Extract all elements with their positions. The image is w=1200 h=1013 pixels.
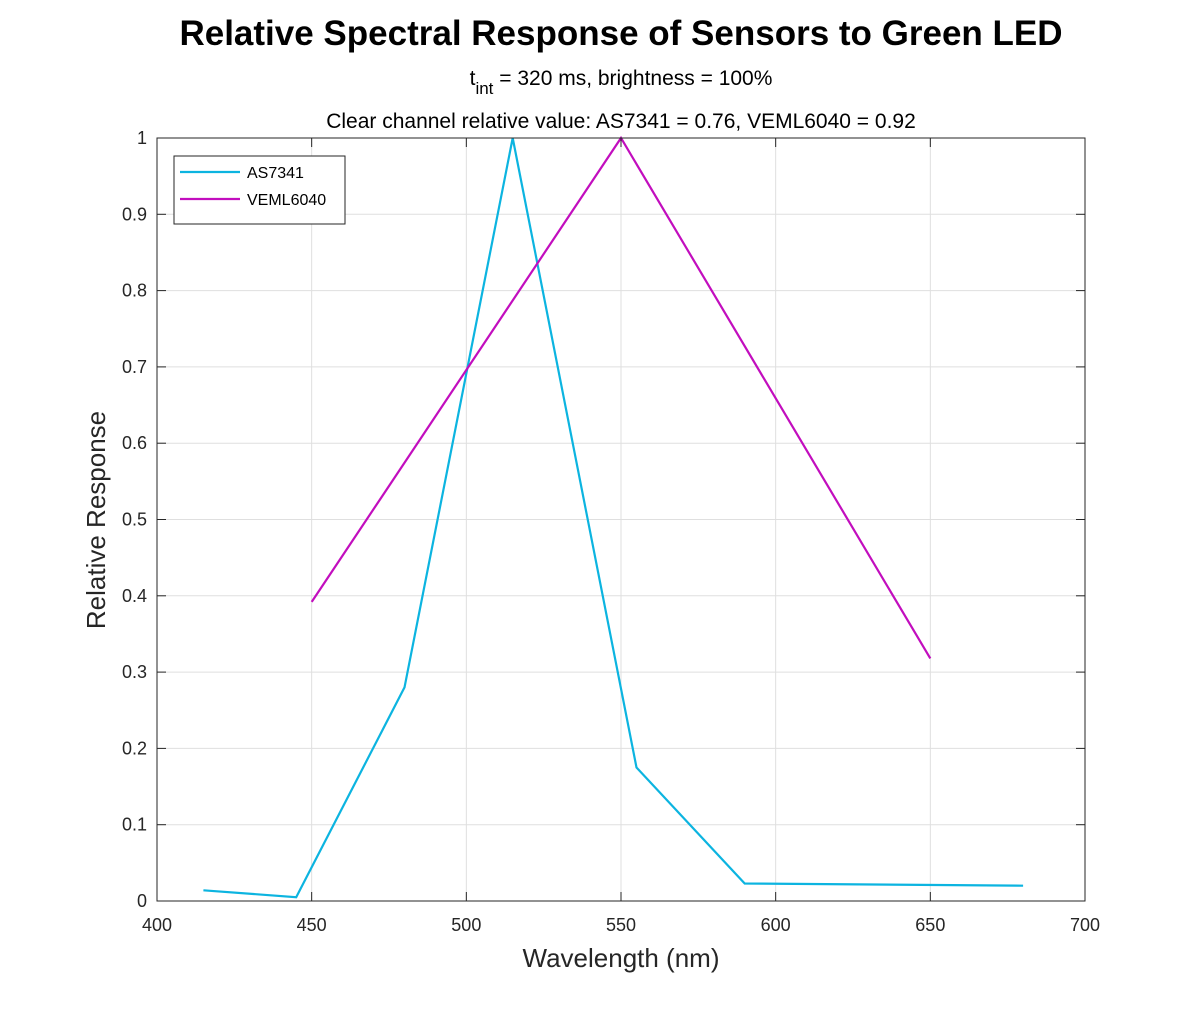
legend-label: AS7341: [247, 165, 304, 182]
series-line-as7341: [203, 137, 1024, 899]
x-tick-label: 400: [142, 915, 172, 935]
chart-subtitle-line-1: tint = 320 ms, brightness = 100%: [470, 67, 773, 98]
y-tick-label: 0.6: [122, 433, 147, 453]
y-tick-label: 0.2: [122, 738, 147, 758]
y-tick-label: 0.5: [122, 510, 147, 530]
y-tick-label: 0: [137, 891, 147, 911]
x-tick-label: 550: [606, 915, 636, 935]
legend-label: VEML6040: [247, 192, 326, 209]
y-tick-label: 0.9: [122, 204, 147, 224]
chart-title: Relative Spectral Response of Sensors to…: [179, 14, 1062, 53]
subtitle-subscript: int: [475, 79, 493, 98]
legend-box: [173, 155, 346, 225]
x-tick-label: 600: [761, 915, 791, 935]
x-tick-label: 700: [1070, 915, 1100, 935]
x-tick-label: 500: [451, 915, 481, 935]
subtitle-rest: = 320 ms, brightness = 100%: [493, 67, 772, 90]
y-tick-label: 1: [137, 128, 147, 148]
y-tick-label: 0.4: [122, 586, 147, 606]
axis-ticks: 400 450 500 550 600 650 700 0 0.1 0.2 0.3 0.4 0.5 0.6…: [122, 128, 1100, 935]
legend: AS7341 VEML6040: [173, 155, 346, 225]
y-axis-label: Relative Response: [81, 411, 111, 629]
y-tick-label: 0.1: [122, 815, 147, 835]
y-tick-label: 0.7: [122, 357, 147, 377]
series-lines: [203, 135, 1024, 899]
x-tick-label: 450: [297, 915, 327, 935]
chart-subtitle-line-2: Clear channel relative value: AS7341 = 0…: [326, 110, 916, 133]
x-tick-label: 650: [915, 915, 945, 935]
subtitle-variable: t: [470, 67, 476, 90]
y-tick-label: 0.8: [122, 281, 147, 301]
grid-lines: [156, 137, 1086, 902]
y-tick-label: 0.3: [122, 662, 147, 682]
x-axis-label: Wavelength (nm): [523, 943, 720, 973]
